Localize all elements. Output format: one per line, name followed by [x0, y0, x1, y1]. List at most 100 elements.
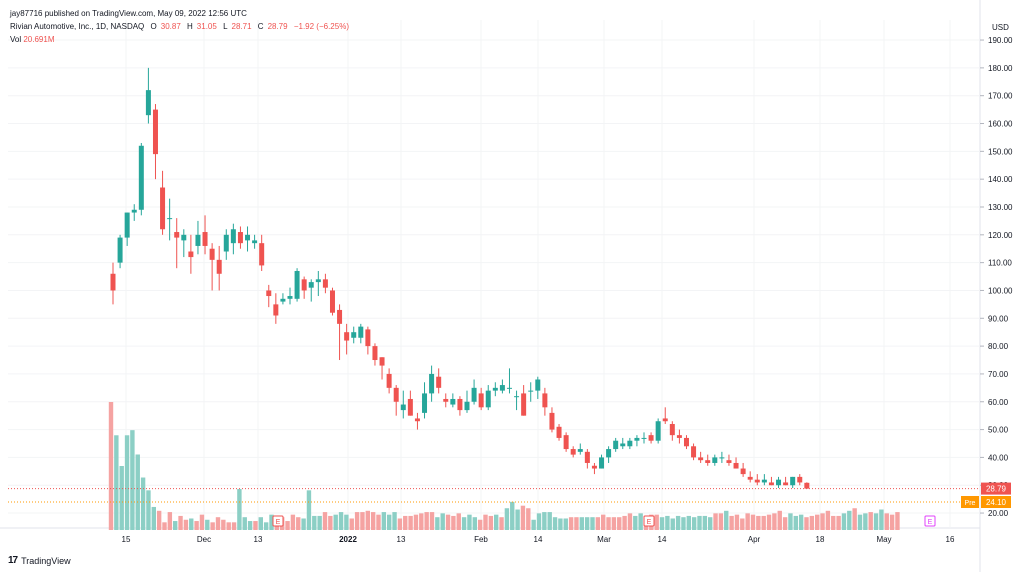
- volume-bar: [825, 510, 831, 530]
- change-value: −1.92 (−6.25%): [293, 22, 349, 31]
- volume-bar: [173, 521, 178, 530]
- volume-bar: [638, 513, 643, 530]
- candle: [641, 432, 647, 444]
- y-tick-label: 60.00: [988, 398, 1009, 407]
- volume-bar: [889, 514, 895, 530]
- volume-bar: [360, 512, 365, 530]
- price-axis: 20.0030.0040.0050.0060.0070.0080.0090.00…: [980, 23, 1013, 518]
- candle: [542, 387, 548, 416]
- candles: [110, 67, 810, 489]
- candle: [726, 454, 732, 466]
- candle-body: [414, 418, 420, 422]
- candle-body: [754, 479, 760, 483]
- volume-bar: [884, 513, 889, 530]
- candle: [308, 279, 314, 302]
- candle: [712, 454, 718, 466]
- open-value: 30.87: [160, 22, 181, 31]
- candle: [754, 474, 760, 486]
- volume-bar: [756, 515, 761, 530]
- candle: [145, 67, 151, 124]
- candle-body: [719, 457, 725, 459]
- x-tick-label: May: [876, 535, 891, 544]
- candle-body: [676, 435, 682, 438]
- candle-body: [634, 437, 640, 441]
- candle-body: [761, 479, 767, 483]
- vol-value: 20.691M: [23, 35, 55, 44]
- symbol-name: Rivian Automotive, Inc., 1D, NASDAQ: [10, 22, 145, 31]
- candle: [521, 385, 527, 416]
- candle-body: [202, 232, 208, 246]
- volume-bar: [788, 513, 793, 530]
- candle-body: [705, 460, 711, 463]
- volume-bar: [413, 514, 419, 530]
- volume-bar: [403, 515, 408, 530]
- candle: [400, 390, 406, 419]
- volume-bar: [467, 514, 472, 530]
- y-tick-label: 160.00: [988, 120, 1013, 129]
- candle-body: [400, 404, 406, 411]
- volume-bar: [435, 517, 440, 530]
- volume-bar: [344, 514, 349, 530]
- volume-bar: [520, 505, 526, 530]
- volume-bar: [617, 517, 622, 530]
- candle: [174, 218, 180, 269]
- candle-body: [365, 329, 371, 347]
- candle: [776, 476, 782, 489]
- volume-bar: [210, 522, 215, 530]
- candle: [429, 365, 435, 402]
- candle-body: [372, 346, 378, 361]
- y-tick-label: 130.00: [988, 203, 1013, 212]
- high-label: H: [187, 22, 193, 31]
- candle-body: [110, 273, 116, 291]
- y-tick-label: 40.00: [988, 453, 1009, 462]
- y-tick-label: 190.00: [988, 36, 1013, 45]
- volume-bar: [750, 514, 756, 530]
- volume-bar: [895, 512, 900, 530]
- volume-bar: [681, 517, 686, 530]
- candle-body: [457, 398, 463, 411]
- volume-bar: [879, 509, 884, 530]
- y-tick-label: 140.00: [988, 175, 1013, 184]
- y-tick-label: 20.00: [988, 509, 1009, 518]
- volume-bars: [108, 402, 900, 530]
- volume-bar: [317, 515, 322, 530]
- volume-bar: [793, 515, 798, 530]
- candle: [209, 243, 215, 291]
- pre-badge: [961, 496, 979, 508]
- volume-bar: [253, 521, 258, 530]
- candle-body: [691, 446, 697, 458]
- candle-body: [450, 398, 456, 405]
- candle: [733, 457, 739, 469]
- pre-price-badge: [981, 496, 1011, 508]
- candle-body: [698, 457, 704, 461]
- candle: [655, 418, 661, 444]
- x-tick-label: 2022: [339, 535, 357, 544]
- candle: [436, 368, 442, 394]
- volume-bar: [686, 515, 691, 530]
- volume-bar: [633, 515, 638, 530]
- volume-bar: [269, 514, 274, 530]
- candle: [245, 226, 251, 252]
- candle-body: [712, 457, 718, 463]
- y-tick-label: 50.00: [988, 426, 1009, 435]
- candle-body: [740, 468, 746, 475]
- volume-bar: [606, 517, 611, 530]
- footer[interactable]: 17 TradingView: [8, 555, 71, 566]
- published-text: jay87716 published on TradingView.com, M…: [10, 9, 247, 18]
- y-tick-label: 70.00: [988, 370, 1009, 379]
- candle-body: [223, 234, 229, 252]
- x-tick-label: 18: [816, 535, 825, 544]
- candle: [152, 104, 158, 180]
- pre-price-label: 24.10: [986, 498, 1007, 507]
- volume-bar: [515, 509, 520, 530]
- candle: [620, 437, 626, 450]
- volume-bar: [226, 522, 231, 530]
- candle-body: [804, 482, 810, 489]
- volume-bar: [381, 512, 387, 530]
- volume-bar: [306, 490, 312, 530]
- earnings-marker-label: E: [276, 519, 281, 526]
- volume-bar: [114, 435, 119, 530]
- earnings-marker-icon: E: [272, 515, 284, 527]
- candle-body: [563, 435, 569, 450]
